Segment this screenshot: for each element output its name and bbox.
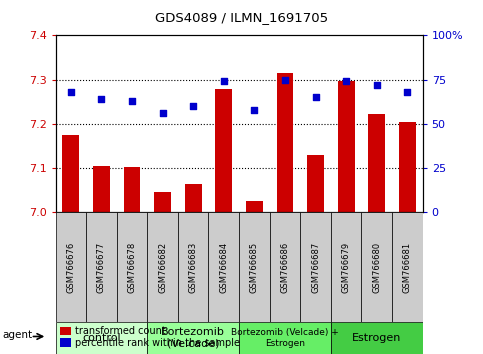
Bar — [56, 212, 86, 322]
Bar — [361, 212, 392, 322]
Text: GSM766682: GSM766682 — [158, 242, 167, 293]
Point — [220, 79, 227, 84]
Point — [98, 96, 105, 102]
Text: agent: agent — [3, 330, 33, 340]
Bar — [392, 212, 423, 322]
Point — [312, 95, 319, 100]
Bar — [124, 167, 141, 212]
Bar — [270, 212, 300, 322]
Bar — [215, 90, 232, 212]
Point — [342, 79, 350, 84]
Text: Estrogen: Estrogen — [352, 333, 401, 343]
Bar — [185, 184, 201, 212]
Bar — [239, 212, 270, 322]
Point — [128, 98, 136, 104]
Bar — [307, 155, 324, 212]
Text: GSM766681: GSM766681 — [403, 242, 412, 293]
Point — [159, 110, 167, 116]
Bar — [331, 322, 423, 354]
Text: Bortezomib (Velcade) +
Estrogen: Bortezomib (Velcade) + Estrogen — [231, 329, 339, 348]
Text: GSM766684: GSM766684 — [219, 242, 228, 293]
Text: GSM766686: GSM766686 — [281, 242, 289, 293]
Bar — [331, 212, 361, 322]
Bar — [338, 81, 355, 212]
Point — [403, 89, 411, 95]
Bar — [93, 166, 110, 212]
Bar — [277, 73, 293, 212]
Point — [67, 89, 75, 95]
Bar — [56, 322, 147, 354]
Bar — [178, 212, 209, 322]
Text: GSM766685: GSM766685 — [250, 242, 259, 293]
Text: GDS4089 / ILMN_1691705: GDS4089 / ILMN_1691705 — [155, 11, 328, 24]
Bar — [117, 212, 147, 322]
Text: GSM766687: GSM766687 — [311, 242, 320, 293]
Text: transformed count: transformed count — [75, 326, 166, 336]
Text: GSM766680: GSM766680 — [372, 242, 381, 293]
Text: control: control — [82, 333, 121, 343]
Point — [373, 82, 381, 88]
Text: GSM766676: GSM766676 — [66, 242, 75, 293]
Bar — [369, 114, 385, 212]
Point — [251, 107, 258, 113]
Text: GSM766677: GSM766677 — [97, 242, 106, 293]
Text: percentile rank within the sample: percentile rank within the sample — [75, 338, 240, 348]
Text: GSM766683: GSM766683 — [189, 242, 198, 293]
Bar — [86, 212, 117, 322]
Bar — [300, 212, 331, 322]
Bar — [147, 322, 239, 354]
Bar — [209, 212, 239, 322]
Text: GSM766679: GSM766679 — [341, 242, 351, 293]
Text: Bortezomib
(Velcade): Bortezomib (Velcade) — [161, 327, 225, 349]
Text: GSM766678: GSM766678 — [128, 242, 137, 293]
Bar — [239, 322, 331, 354]
Bar — [147, 212, 178, 322]
Bar — [154, 193, 171, 212]
Bar — [62, 135, 79, 212]
Bar — [246, 201, 263, 212]
Point — [189, 103, 197, 109]
Bar — [399, 122, 416, 212]
Point — [281, 77, 289, 82]
